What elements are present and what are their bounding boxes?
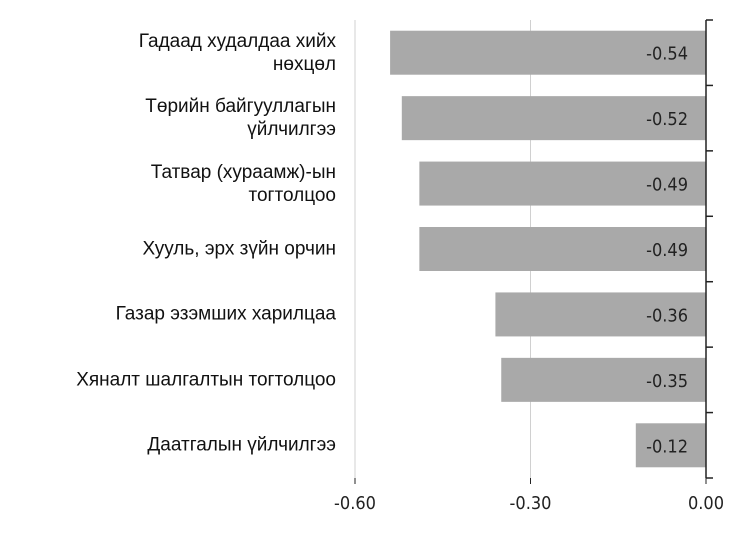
bar: [419, 161, 706, 206]
x-tick-label: -0.30: [510, 493, 552, 514]
value-label: -0.12: [646, 436, 688, 457]
value-label: -0.52: [646, 109, 688, 130]
category-label: Хяналт шалгалтын тогтолцоо: [76, 369, 336, 391]
category-label: Даатгалын үйлчилгээ: [147, 434, 336, 456]
value-label: -0.54: [646, 44, 688, 65]
category-label: Татвар (хураамж)-ын тогтолцоо: [150, 161, 336, 206]
bar: [390, 30, 706, 75]
bar: [419, 227, 706, 271]
category-label: Газар эзэмших харилцаа: [115, 303, 336, 325]
value-label: -0.49: [646, 240, 688, 261]
x-tick-label: -0.60: [334, 493, 376, 514]
category-label: Хууль, эрх зүйн орчин: [142, 238, 336, 260]
value-label: -0.49: [646, 175, 688, 196]
x-tick-label: 0.00: [688, 493, 724, 514]
bar: [495, 292, 706, 337]
value-label: -0.35: [646, 371, 688, 392]
category-label: Төрийн байгууллагын үйлчилгээ: [145, 96, 336, 141]
category-label: Гадаад худалдаа хийх нөхцөл: [138, 30, 336, 75]
bar: [635, 423, 706, 468]
value-label: -0.36: [646, 305, 688, 326]
bar: [401, 96, 706, 141]
bar: [501, 357, 706, 402]
